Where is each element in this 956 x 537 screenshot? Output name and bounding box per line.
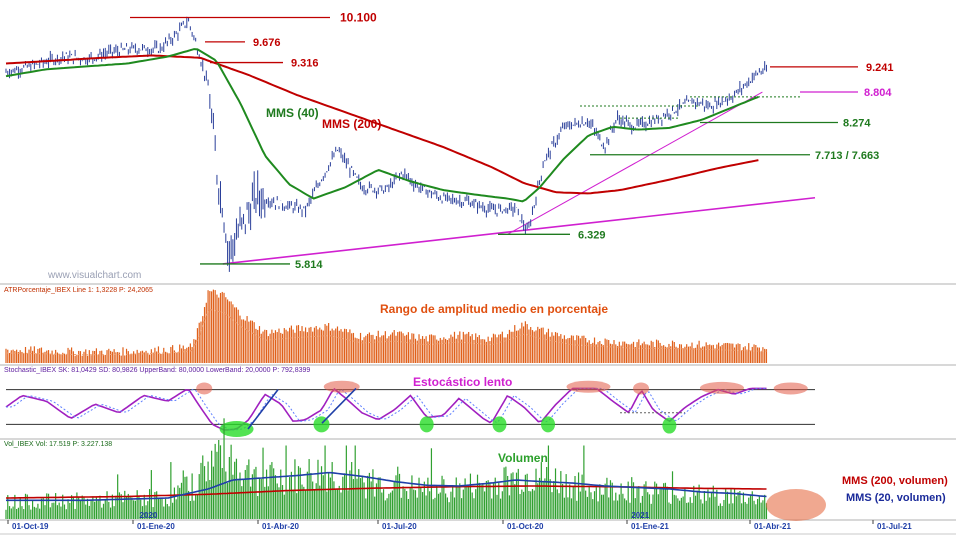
volume-highlight (766, 489, 826, 521)
x-tick-label: 01-Abr-21 (754, 522, 791, 531)
overbought-highlight (773, 382, 808, 395)
x-tick-label: 01-Oct-20 (507, 522, 544, 531)
stochastic-header: Stochastic_IBEX SK: 81,0429 SD: 80,9826 … (4, 367, 310, 374)
mms-40-annotation: MMS (40) (266, 106, 319, 120)
x-tick-label: 01-Ene-20 (137, 522, 175, 531)
level-label: 9.316 (291, 58, 319, 70)
volume-header: Vol_IBEX Vol: 17.519 P: 3.227.138 (4, 441, 112, 448)
mms-200-annotation: MMS (200) (322, 117, 381, 131)
x-tick-label: 01-Jul-21 (877, 522, 912, 531)
year-label: 2021 (631, 511, 649, 520)
level-label: 9.241 (866, 62, 894, 74)
overbought-highlight (566, 380, 611, 393)
oversold-highlight (662, 417, 677, 434)
oversold-highlight (541, 416, 556, 433)
stochastic-panel (5, 380, 815, 438)
x-axis: 01-Oct-19 01-Ene-20 01-Abr-20 01-Jul-20 01-O… (7, 520, 912, 531)
stochastic-sk-line (5, 387, 767, 431)
overbought-highlight (633, 382, 650, 395)
trendline (222, 196, 816, 265)
mms-200-line (5, 54, 759, 195)
oversold-highlight (419, 416, 434, 433)
atr-panel (5, 289, 768, 363)
level-label: 5.814 (295, 259, 323, 271)
watermark: www.visualchart.com (47, 270, 141, 281)
oversold-highlight (219, 421, 254, 438)
x-tick-label: 01-Ene-21 (631, 522, 669, 531)
level-label: 10.100 (340, 11, 377, 25)
trendline (507, 91, 763, 235)
x-tick-label: 01-Jul-20 (382, 522, 417, 531)
level-label: 8.804 (864, 87, 892, 99)
x-tick-label: 01-Abr-20 (262, 522, 299, 531)
mms20-volume-legend: MMS (20, volumen) (846, 492, 946, 504)
mms-20-volume-line (6, 471, 767, 502)
price-panel: 10.100 9.676 9.316 9.241 8.804 8.274 7.713 / 7… (5, 11, 894, 272)
level-label: 6.329 (578, 229, 606, 241)
atr-header: ATRPorcentaje_IBEX Line 1: 1,3228 P: 24,… (4, 287, 153, 294)
overbought-highlight (699, 381, 744, 394)
level-label: 8.274 (843, 117, 871, 129)
level-label: 9.676 (253, 37, 281, 49)
oversold-highlight (492, 416, 507, 433)
stochastic-trend-segment (247, 389, 279, 430)
x-tick-label: 01-Oct-19 (12, 522, 49, 531)
mms-40-line (5, 48, 759, 203)
volume-panel: 2020 2021 (5, 418, 826, 521)
overbought-highlight (323, 380, 360, 393)
stochastic-trend-segment (321, 387, 357, 424)
level-label: 7.713 / 7.663 (815, 150, 879, 162)
atr-title: Rango de amplitud medio en porcentaje (380, 302, 608, 316)
stochastic-sd-line (6, 387, 767, 431)
atr-average-line (6, 308, 767, 356)
stochastic-title: Estocástico lento (413, 375, 512, 389)
volume-title: Volumen (498, 451, 548, 465)
year-label: 2020 (139, 511, 157, 520)
overbought-highlight (196, 382, 213, 395)
mms200-volume-legend: MMS (200, volumen) (842, 475, 948, 487)
